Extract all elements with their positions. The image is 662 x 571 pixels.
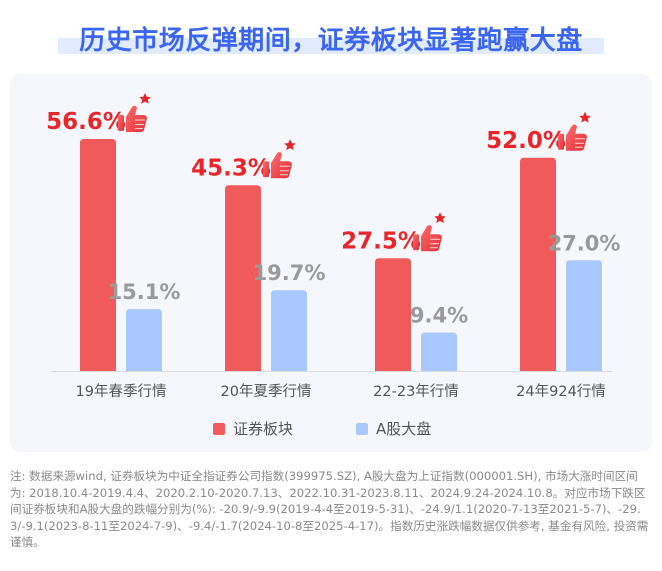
page-title: 历史市场反弹期间，证券板块显著跑赢大盘 <box>79 26 583 56</box>
securities-bar-4 <box>520 157 556 371</box>
a-share-value-label-4: 27.0% <box>548 231 621 255</box>
legend-item-securities: 证券板块 <box>213 420 293 438</box>
a-share-bar-4 <box>566 260 602 371</box>
thumbs-up-icon <box>413 212 446 252</box>
legend-swatch <box>213 423 225 435</box>
securities-value-label-3: 27.5% <box>341 228 421 254</box>
a-share-value-label-3: 9.4% <box>410 303 468 327</box>
title-area: 历史市场反弹期间，证券板块显著跑赢大盘 <box>0 0 662 62</box>
securities-value-label-4: 52.0% <box>486 128 566 154</box>
category-label-1: 19年春季行情 <box>76 383 167 400</box>
category-label-2: 20年夏季行情 <box>221 383 312 400</box>
securities-bar-1 <box>80 138 116 371</box>
category-label-4: 24年924行情 <box>516 383 606 400</box>
a-share-value-label-2: 19.7% <box>253 261 326 285</box>
securities-bar-2 <box>225 185 261 371</box>
securities-value-label-2: 45.3% <box>191 155 271 181</box>
bar-chart: 56.6%15.1%45.3%19.7%27.5%9.4%52.0%27.0% … <box>46 92 621 438</box>
footnote: 注: 数据来源wind, 证券板块为中证全指证券公司指数(399975.SZ),… <box>10 469 649 550</box>
a-share-bar-2 <box>271 290 307 371</box>
category-label-3: 22-23年行情 <box>373 383 459 400</box>
securities-value-label-1: 56.6% <box>46 109 126 135</box>
a-share-bar-1 <box>126 309 162 371</box>
title-highlight-bar <box>58 38 604 54</box>
thumbs-up-icon <box>118 92 151 132</box>
legend-label: 证券板块 <box>233 420 293 438</box>
thumbs-up-icon <box>558 111 591 151</box>
a-share-value-label-1: 15.1% <box>108 280 181 304</box>
legend-item-a-share: A股大盘 <box>356 420 431 438</box>
legend-swatch <box>356 423 368 435</box>
legend-label: A股大盘 <box>376 420 431 438</box>
a-share-bar-3 <box>421 332 457 371</box>
thumbs-up-icon <box>263 139 296 179</box>
securities-bar-3 <box>375 258 411 371</box>
